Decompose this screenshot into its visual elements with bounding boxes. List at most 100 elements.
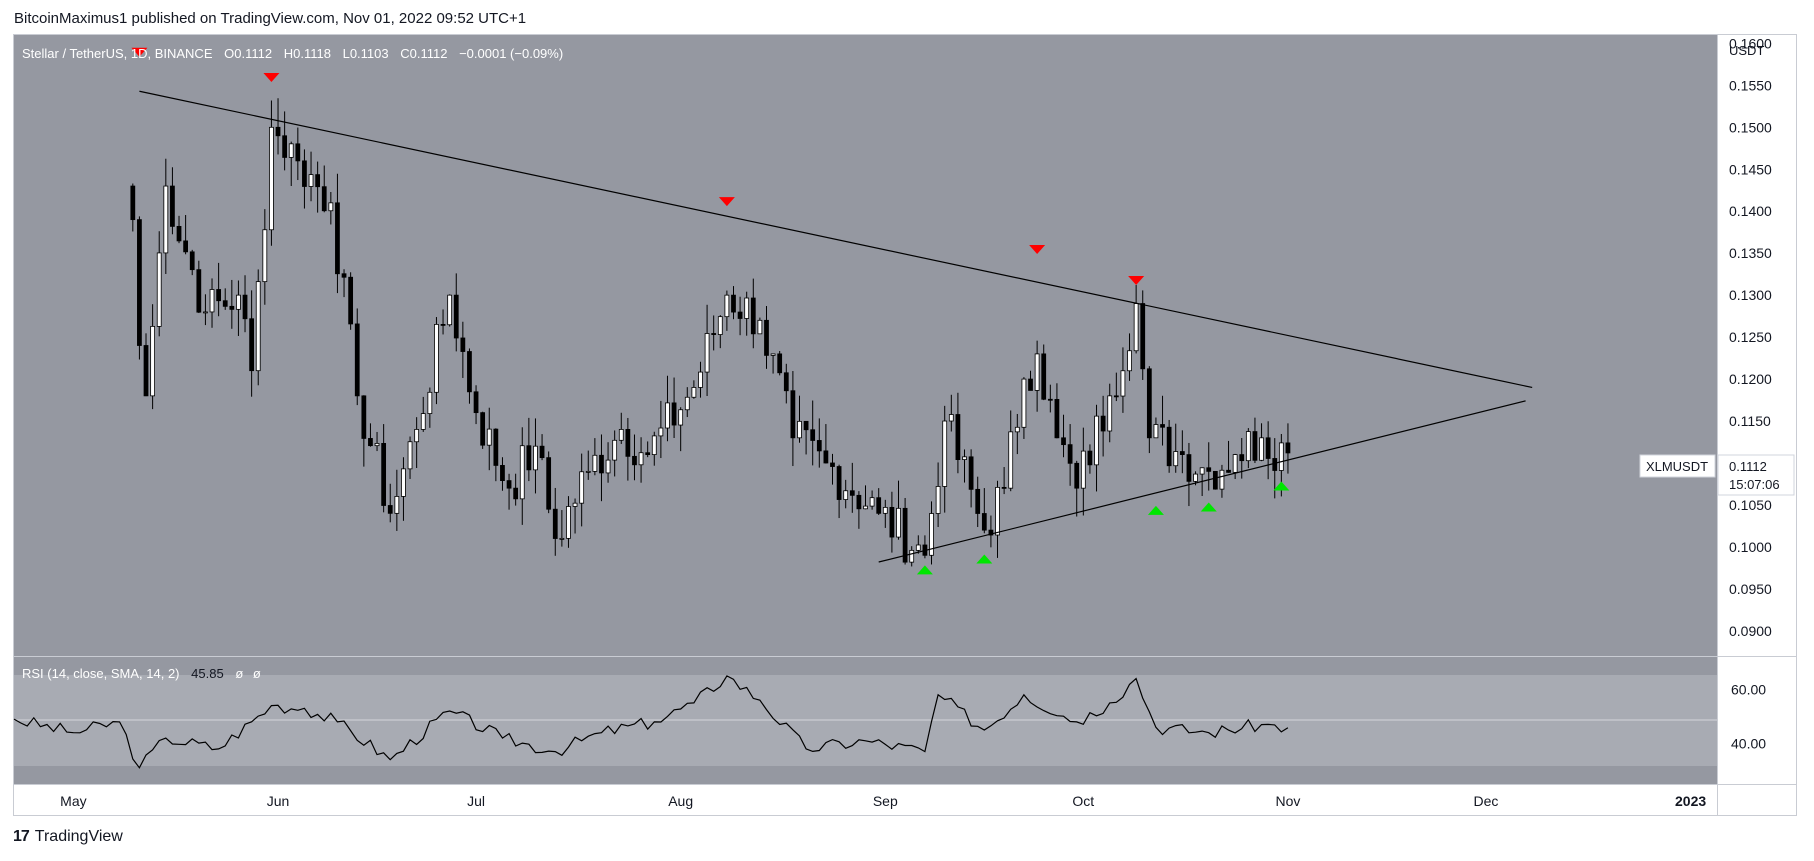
candle-body — [374, 442, 380, 447]
candle-body — [1245, 431, 1251, 462]
candle-body — [750, 297, 756, 335]
candle-body — [995, 486, 1000, 536]
candle-body — [1206, 467, 1212, 472]
candle-body — [1252, 431, 1258, 461]
rsi-legend: RSI (14, close, SMA, 14, 2) 45.85 ø ø — [22, 666, 261, 681]
candle-body — [1067, 444, 1073, 464]
price-tick-label: 0.1000 — [1729, 539, 1772, 555]
candle-body — [618, 429, 624, 441]
support-marker-icon — [1200, 502, 1217, 512]
candle-body — [335, 202, 340, 275]
candle-body — [803, 420, 809, 431]
candle-body — [209, 289, 215, 313]
candle-body — [942, 420, 948, 487]
support-marker-icon — [1273, 481, 1290, 491]
candle-body — [170, 185, 175, 227]
symbol-tag-label: XLMUSDT — [1646, 459, 1708, 474]
rsi-line-group — [13, 675, 1289, 769]
candle-body — [414, 429, 420, 443]
candle-body — [783, 372, 789, 392]
chart-legend: Stellar / TetherUS, 1D, BINANCE O0.1112 … — [22, 46, 563, 61]
candle-body — [1186, 454, 1192, 482]
candle-body — [150, 326, 155, 397]
candle-body — [929, 513, 934, 556]
candle-body — [605, 459, 611, 474]
candle-body — [1232, 454, 1238, 473]
price-tick-label: 0.1200 — [1729, 371, 1772, 387]
candle-body — [473, 391, 479, 414]
candle-body — [1133, 303, 1139, 352]
candle-body — [731, 294, 736, 313]
candle-body — [519, 445, 525, 500]
candle-body — [302, 160, 307, 187]
candle-body — [777, 353, 783, 374]
rsi-axis[interactable]: 60.00 40.00 — [1731, 681, 1766, 751]
candle-body — [328, 202, 334, 212]
footer-brand-label: TradingView — [34, 828, 123, 845]
price-tick-label: 0.1350 — [1729, 245, 1772, 261]
footer-brand[interactable]: 17 TradingView — [13, 828, 123, 846]
rsi-line — [13, 675, 1289, 769]
candle-body — [282, 135, 288, 158]
candle-body — [1212, 470, 1218, 490]
last-price-tag[interactable]: 0.1112 15:07:06 — [1717, 454, 1795, 496]
candle-body — [427, 391, 433, 415]
candle-body — [882, 506, 888, 514]
descending-resistance-line[interactable] — [139, 90, 1533, 389]
trendlines-group[interactable] — [139, 90, 1533, 563]
candle-body — [658, 427, 664, 437]
candle-body — [130, 185, 136, 221]
ascending-support-line[interactable] — [878, 400, 1526, 563]
resistance-marker-icon — [1128, 276, 1145, 286]
time-tick-label: Nov — [1275, 793, 1300, 809]
candle-body — [526, 445, 532, 471]
candle-body — [1146, 368, 1152, 439]
time-axis[interactable]: May Jun Jul Aug Sep Oct Nov Dec 2023 — [60, 793, 1706, 809]
candle-body — [856, 494, 862, 510]
candle-body — [229, 305, 235, 310]
candle-body — [935, 486, 941, 514]
candle-body — [638, 452, 644, 466]
candle-body — [467, 351, 472, 393]
candle-body — [222, 300, 228, 307]
legend-symbol: Stellar / TetherUS, 1D, BINANCE — [22, 46, 213, 61]
candle-body — [651, 435, 657, 455]
candle-body — [724, 294, 730, 318]
candle-body — [843, 490, 849, 500]
candle-body — [440, 324, 446, 326]
price-axis[interactable]: 0.1600 0.1550 0.1500 0.1450 0.1400 0.1350 0.13… — [1729, 35, 1772, 638]
price-tick-label: 0.1050 — [1729, 497, 1772, 513]
candle-body — [909, 549, 915, 563]
candle-body — [902, 507, 908, 563]
candle-body — [539, 445, 545, 459]
resistance-marker-icon — [131, 47, 148, 57]
candle-body — [1028, 378, 1033, 391]
price-tick-label: 0.1550 — [1729, 77, 1772, 93]
candle-body — [863, 505, 868, 510]
legend-close-value: 0.1112 — [410, 46, 448, 61]
candle-body — [830, 462, 835, 467]
candle-body — [1120, 370, 1126, 397]
candle-body — [869, 497, 875, 507]
candle-body — [434, 324, 439, 393]
symbol-price-tag[interactable]: XLMUSDT — [1639, 454, 1716, 478]
candle-body — [1014, 426, 1020, 433]
candle-body — [948, 414, 954, 422]
candle-body — [341, 273, 347, 278]
candle-body — [1140, 303, 1146, 370]
candle-body — [216, 289, 222, 302]
price-tick-label: 0.1600 — [1729, 35, 1772, 51]
candle-body — [981, 513, 987, 531]
candle-body — [143, 345, 149, 397]
price-tick-label: 0.1300 — [1729, 287, 1772, 303]
candle-body — [691, 387, 697, 398]
legend-low-value: 0.1103 — [350, 46, 389, 61]
rsi-extra-2: ø — [253, 666, 261, 681]
candle-body — [196, 269, 202, 313]
candle-body — [671, 402, 677, 426]
candle-body — [711, 333, 717, 335]
candle-body — [1001, 486, 1007, 489]
price-tick-label: 0.1500 — [1729, 119, 1772, 135]
candle-body — [354, 323, 360, 397]
